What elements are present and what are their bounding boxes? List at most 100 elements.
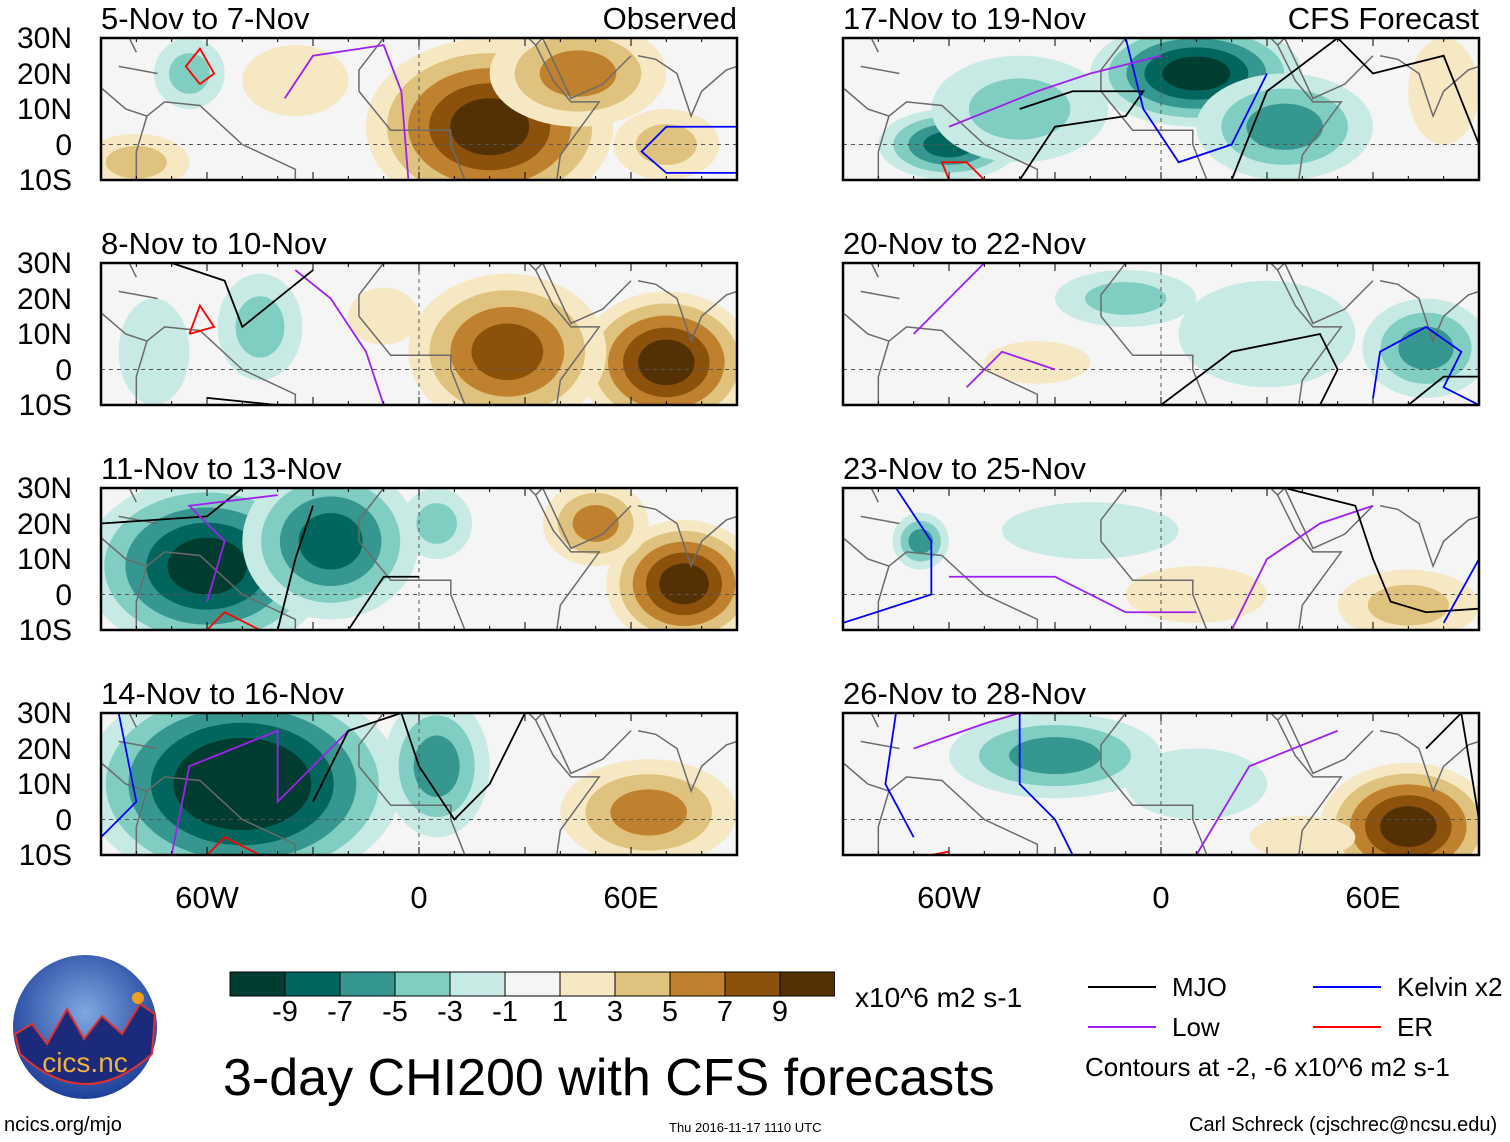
coastline [135,101,297,180]
anomaly-contour-fill [348,287,419,345]
footer-timestamp: Thu 2016-11-17 1110 UTC [669,1120,822,1135]
anomaly-contour-fill [118,298,190,405]
coastline [843,263,880,278]
coastline [135,551,297,630]
coastline [1100,540,1208,630]
coastline [135,776,297,855]
wave-contour [843,488,933,624]
anomaly-contour-fill [659,563,709,605]
coastline [101,38,138,53]
coastline [860,740,900,750]
legend-line-mjo [1088,986,1156,988]
wave-contour [640,125,737,174]
coastline [358,90,466,180]
colorbar-swatch [724,971,781,997]
wave-contour [206,611,261,630]
colorbar-tick-label: 3 [606,996,624,1028]
anomaly-contour-fill [539,50,617,97]
coastline [101,87,148,117]
wave-contour [913,713,1020,750]
legend-label: ER [1397,1012,1434,1042]
coastline [637,505,737,569]
coastline [877,551,1039,630]
wave-contour [1018,90,1146,180]
colorbar-swatch [449,971,506,997]
wave-contour [1230,38,1479,180]
panel-title: 14-Nov to 16-Nov [101,676,344,711]
wave-contour [1230,504,1374,630]
coastline [358,765,466,855]
coastline [118,515,158,525]
wave-contour [283,44,410,180]
wave-contour [1195,729,1339,855]
coastline [1379,730,1479,794]
legend-label: MJO [1172,972,1227,1002]
anomaly-contour-fill [635,124,697,165]
colorbar-tick-label: 5 [661,996,679,1028]
coastline [637,730,737,794]
wave-contour [188,303,216,335]
lon-label: 60E [603,880,659,915]
wave-contour [913,263,985,335]
wave-contour [101,488,243,525]
footer-author: Carl Schreck (cjschrec@ncsu.edu) [1189,1114,1498,1136]
wave-contour [184,47,216,85]
coastline [1100,315,1208,405]
wave-contour [276,505,314,630]
wave-contour [312,713,526,821]
anomaly-contour-fill [984,341,1091,384]
colorbar-swatch [394,971,451,997]
map-panel [841,486,1481,632]
colorbar-tick-label: -5 [382,996,408,1028]
legend-line-kelvin [1313,986,1381,988]
coastline [843,488,880,503]
coastline [843,87,890,117]
legend-label: Kelvin x2 [1397,972,1503,1002]
anomaly-contour-fill [235,296,285,358]
lat-label: 20N [16,282,72,316]
anomaly-contour-fill [450,98,530,156]
coastline [843,537,890,567]
map-panel [841,711,1481,857]
lat-label: 10S [18,389,72,422]
anomaly-contour-fill [1380,806,1437,848]
panel-title: 26-Nov to 28-Nov [843,676,1086,711]
coastline [101,762,148,792]
colorbar-swatch [284,971,341,997]
lat-label: 0 [55,578,72,612]
colorbar-tick-label: -9 [272,996,298,1028]
wave-contour [170,729,349,855]
lat-label: 10S [18,164,72,197]
lat-label: 0 [55,128,72,162]
wave-contour [1407,375,1479,405]
colorbar-tick-label: -1 [492,996,518,1028]
wave-contour [171,263,314,329]
coastline [860,515,900,525]
colorbar-tick-label: 1 [551,996,569,1028]
colorbar-swatch [669,971,726,997]
anomaly-contour-fill [1178,280,1356,388]
wave-contour [347,575,419,630]
coastline [1100,765,1208,855]
anomaly-contour-fill [471,323,544,381]
map-panel [99,261,739,407]
panel-title: 23-Nov to 25-Nov [843,451,1086,486]
wave-contour [1124,38,1268,164]
wave-contour [940,161,985,180]
lon-label: 0 [1152,880,1170,915]
lat-label: 0 [55,803,72,837]
column-label: Observed [602,1,737,36]
wave-contour [948,54,1162,128]
colorbar-tick-label: -7 [327,996,353,1028]
lat-label: 10N [16,318,72,351]
anomaly-contour-fill [1162,56,1231,91]
svg-text:cics.nc: cics.nc [42,1047,128,1078]
wave-contour [101,713,138,838]
footer-url[interactable]: ncics.org/mjo [4,1114,122,1136]
lat-label: 20N [16,732,72,766]
lat-label: 10N [16,543,72,576]
anomaly-contour-fill [416,503,457,544]
anomaly-contour-fill [167,537,247,595]
colorbar [229,971,835,997]
coastline [1379,280,1479,344]
